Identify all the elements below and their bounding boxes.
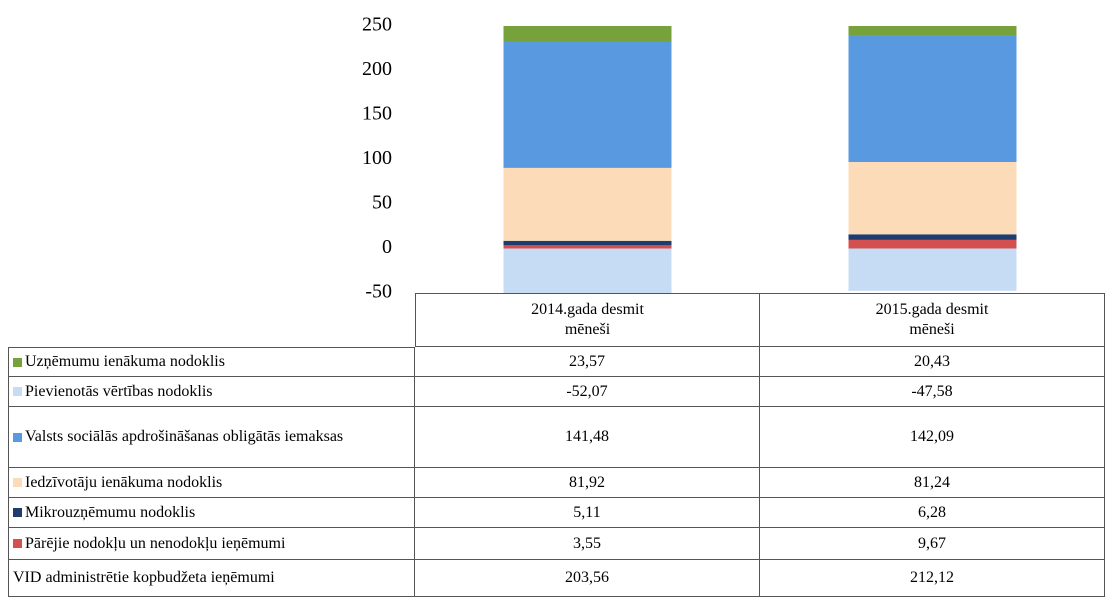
x-tick-label: 2014.gada desmit mēneši [531, 301, 644, 338]
y-tick-label: 150 [362, 103, 392, 125]
y-tick-label: 250 [362, 14, 392, 36]
bar-segment [503, 41, 672, 168]
legend-key [13, 357, 22, 367]
legend-label: VID administrētie kopbudžeta ieņēmumi [13, 569, 275, 586]
row-header: VID administrētie kopbudžeta ieņēmumi [8, 560, 415, 597]
legend-key [13, 508, 22, 517]
category-cell: 2015.gada desmit mēneši [760, 293, 1105, 347]
row-header: Pievienotās vērtības nodoklis [8, 377, 415, 407]
value-cell: -52,07 [415, 377, 760, 407]
value-cell: 81,92 [415, 468, 760, 498]
value-cell: 212,12 [760, 560, 1105, 597]
value-cell: 9,67 [760, 528, 1105, 560]
value-cell: 6,28 [760, 498, 1105, 528]
bars [503, 26, 1017, 293]
legend-key [13, 539, 22, 548]
legend-label: Pievienotās vērtības nodoklis [25, 382, 213, 400]
category-cell: 2014.gada desmit mēneši [415, 293, 760, 347]
row-header: Valsts sociālās apdrošināšanas obligātās… [8, 407, 415, 468]
bar-segment [503, 240, 672, 246]
legend-key [13, 432, 22, 442]
y-tick-label: -50 [365, 281, 392, 300]
bar-segment [503, 248, 672, 293]
row-header: Mikrouzņēmumu nodoklis [8, 498, 415, 528]
y-tick-label: 50 [372, 192, 392, 214]
bar-segment [848, 234, 1017, 240]
y-tick-label: 0 [382, 236, 392, 258]
value-cell: 23,57 [415, 347, 760, 377]
bar-segment [503, 245, 672, 249]
value-cell: 203,56 [415, 560, 760, 597]
y-tick-label: 100 [362, 147, 392, 169]
legend-key [13, 387, 22, 396]
legend-label: Uzņēmumu ienākuma nodoklis [25, 353, 225, 370]
row-header: Uzņēmumu ienākuma nodoklis [8, 347, 415, 377]
bar-segment [848, 26, 1017, 36]
row-header: Pārējie nodokļu un nenodokļu ieņēmumi [8, 528, 415, 560]
legend-label: Valsts sociālās apdrošināšanas obligātās… [25, 428, 344, 445]
bar-segment [503, 167, 672, 241]
bar-segment [848, 248, 1017, 291]
y-tick-label: 200 [362, 58, 392, 80]
legend-label: Iedzīvotāju ienākuma nodoklis [25, 473, 223, 491]
bar-segment [848, 162, 1017, 235]
bar-segment [848, 35, 1017, 163]
value-cell: 3,55 [415, 528, 760, 560]
value-cell: 5,11 [415, 498, 760, 528]
value-cell: 20,43 [760, 347, 1105, 377]
legend-label: Mikrouzņēmumu nodoklis [25, 503, 196, 521]
value-cell: 81,24 [760, 468, 1105, 498]
row-header: Iedzīvotāju ienākuma nodoklis [8, 468, 415, 498]
legend-key [13, 478, 22, 487]
legend-label: Pārējie nodokļu un nenodokļu ieņēmumi [25, 534, 286, 552]
bar-segment [503, 26, 672, 42]
value-cell: 142,09 [760, 407, 1105, 468]
value-cell: -47,58 [760, 377, 1105, 407]
x-tick-label: 2015.gada desmit mēneši [875, 301, 989, 338]
bar-segment [848, 239, 1017, 249]
value-cell: 141,48 [415, 407, 760, 468]
chart: -50 0 50 100 150 200 250 [362, 14, 1017, 300]
